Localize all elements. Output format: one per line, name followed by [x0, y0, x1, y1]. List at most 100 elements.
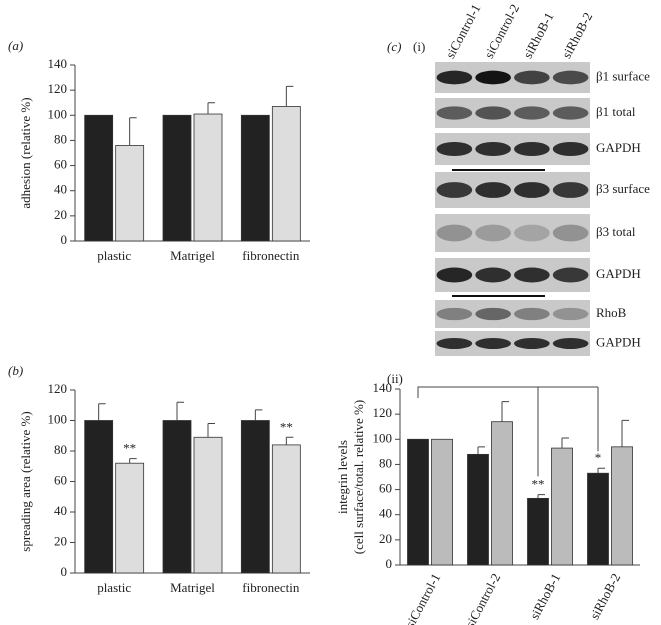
y-tick-label: 0	[61, 564, 68, 579]
bar	[162, 420, 192, 574]
y-tick-label: 40	[54, 503, 67, 518]
bar	[193, 436, 223, 574]
y-tick-label: 20	[379, 531, 392, 546]
y-tick-label: 140	[48, 56, 68, 71]
bracket	[417, 386, 599, 477]
row-label: GAPDH	[596, 334, 641, 349]
y-tick-label: 0	[386, 556, 393, 571]
y-tick-label: 0	[61, 232, 68, 247]
blot-band	[436, 141, 473, 157]
lane-label: siControl-1	[442, 1, 483, 60]
significance: **	[123, 441, 136, 456]
blot-band	[475, 141, 511, 157]
blot-band	[436, 224, 473, 242]
bar	[162, 114, 192, 242]
bar	[491, 421, 513, 566]
row-label: β1 surface	[596, 68, 650, 83]
blot-strip	[435, 300, 590, 328]
panel-label: (ii)	[387, 371, 403, 386]
blot-band	[436, 267, 473, 283]
panel-label: (c)	[387, 39, 401, 54]
bar	[587, 472, 609, 566]
error-bar	[537, 494, 545, 499]
lane-label: siRhoB-1	[520, 10, 557, 61]
blot-band	[436, 70, 473, 85]
row-label: β3 total	[596, 224, 636, 239]
y-tick-label: 100	[373, 430, 393, 445]
blot-band	[552, 141, 589, 157]
blot-band	[552, 182, 589, 198]
blot-band	[475, 224, 511, 242]
row-label: β1 total	[596, 104, 636, 119]
y-tick-label: 120	[373, 405, 393, 420]
error-bar	[176, 401, 184, 421]
bar	[271, 106, 301, 242]
error-bar	[285, 436, 294, 445]
blot-band	[475, 70, 511, 85]
error-bar	[597, 467, 605, 474]
blot-band	[475, 338, 511, 349]
blot-band	[514, 307, 550, 321]
error-bar	[285, 85, 294, 107]
panel-label: (i)	[413, 39, 425, 54]
lane-label: siRhoB-2	[559, 10, 596, 61]
blot-band	[475, 307, 511, 321]
bar	[115, 145, 145, 242]
y-tick-label: 100	[48, 106, 68, 121]
x-tick-label: fibronectin	[242, 580, 300, 595]
blot-band	[552, 224, 589, 242]
blot-band	[552, 70, 589, 85]
blot-band	[436, 106, 473, 120]
error-bar	[129, 117, 137, 146]
row-label: RhoB	[596, 305, 627, 320]
y-axis-label: integrin levels	[335, 440, 350, 514]
blot-band	[436, 338, 473, 349]
blot-band	[475, 267, 511, 283]
blot-band	[514, 141, 550, 157]
x-tick-label: siRhoB-1	[527, 571, 564, 622]
bar	[551, 447, 573, 566]
significance: **	[532, 477, 545, 492]
bar	[240, 420, 270, 574]
y-tick-label: 20	[54, 207, 67, 222]
error-bar	[98, 403, 106, 421]
y-tick-label: 80	[54, 131, 67, 146]
row-label: GAPDH	[596, 266, 641, 281]
blot-strip	[435, 214, 590, 252]
y-axis-label: (cell surface/total. relative %)	[351, 400, 366, 554]
x-tick-label: plastic	[97, 580, 131, 595]
bar	[431, 438, 453, 566]
bar	[611, 446, 633, 566]
x-tick-label: Matrigel	[170, 248, 215, 263]
error-bar	[207, 423, 215, 438]
y-tick-label: 60	[54, 472, 67, 487]
panel-label: (a)	[8, 38, 23, 53]
error-bar	[621, 419, 629, 447]
x-tick-label: fibronectin	[242, 248, 300, 263]
y-tick-label: 120	[48, 81, 68, 96]
blot-band	[514, 267, 550, 283]
blot-band	[436, 182, 473, 198]
x-tick-label: Matrigel	[170, 580, 215, 595]
significance: **	[280, 419, 293, 434]
error-bar	[561, 437, 569, 449]
blot-band	[552, 106, 589, 120]
x-tick-label: plastic	[97, 248, 131, 263]
bar	[527, 497, 549, 566]
y-tick-label: 40	[54, 182, 67, 197]
error-bar	[129, 458, 137, 464]
error-bar	[207, 102, 215, 115]
y-tick-label: 60	[54, 157, 67, 172]
blot-band	[552, 307, 589, 321]
y-tick-label: 140	[373, 380, 393, 395]
bar	[240, 114, 270, 242]
y-tick-label: 120	[48, 381, 68, 396]
error-bar	[477, 446, 485, 455]
x-tick-label: siControl-2	[462, 571, 503, 625]
panel-label: (b)	[8, 363, 23, 378]
bar	[115, 462, 145, 574]
y-tick-label: 40	[379, 506, 392, 521]
blot-band	[436, 307, 473, 321]
blot-band	[514, 70, 550, 85]
